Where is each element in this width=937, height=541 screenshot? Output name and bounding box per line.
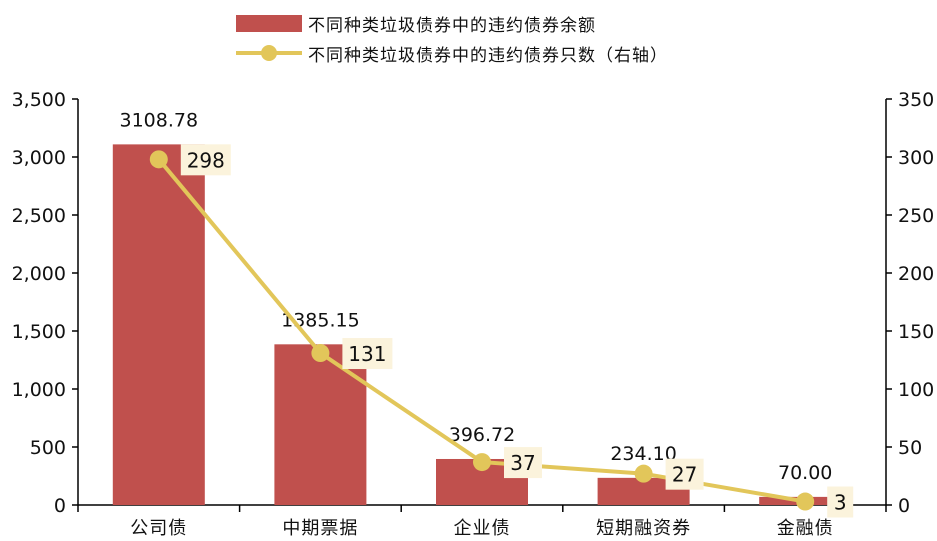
line-point <box>796 492 815 511</box>
y-right-tick-label: 100 <box>898 379 934 401</box>
y-right-tick-label: 50 <box>898 437 922 459</box>
y-left-tick-label: 1,500 <box>12 321 66 343</box>
bar-value-label: 1385.15 <box>281 309 360 331</box>
legend-item-line: 不同种类垃圾债券中的违约债券只数（右轴） <box>236 38 668 68</box>
y-right-tick-label: 300 <box>898 147 934 169</box>
y-right-tick-label: 200 <box>898 263 934 285</box>
legend-bar-swatch <box>236 14 302 32</box>
x-tick-label: 短期融资券 <box>596 518 691 539</box>
legend-bar-label: 不同种类垃圾债券中的违约债券余额 <box>308 15 596 36</box>
legend-line-swatch <box>236 43 302 63</box>
y-left-tick-label: 3,000 <box>12 147 66 169</box>
y-right-tick-label: 250 <box>898 205 934 227</box>
line-value-label: 131 <box>348 342 386 366</box>
bar <box>112 144 205 505</box>
y-left-tick-label: 2,500 <box>12 205 66 227</box>
y-left-tick-label: 500 <box>30 437 66 459</box>
line-value-label-box <box>180 144 231 176</box>
line-value-label: 3 <box>834 491 847 515</box>
x-tick-label: 公司债 <box>130 518 187 539</box>
bar-value-label: 396.72 <box>449 424 515 446</box>
line-value-label: 37 <box>510 451 535 475</box>
bar-value-label: 70.00 <box>778 462 832 484</box>
line-point <box>311 344 330 363</box>
line-point <box>149 150 168 169</box>
y-right-tick-label: 350 <box>898 89 934 111</box>
x-tick-label: 企业债 <box>454 518 511 539</box>
line-series <box>157 158 806 504</box>
line-value-label: 27 <box>672 463 697 487</box>
y-left-tick-label: 2,000 <box>12 263 66 285</box>
line-value-label-box <box>827 486 854 518</box>
x-tick-label: 金融债 <box>777 518 834 539</box>
y-left-tick-label: 0 <box>54 495 66 517</box>
y-right-tick-label: 150 <box>898 321 934 343</box>
line-value-label-box <box>665 458 704 490</box>
line-value-label-box <box>504 447 542 479</box>
y-right-tick-label: 0 <box>898 495 910 517</box>
legend-item-bar: 不同种类垃圾债券中的违约债券余额 <box>236 8 668 38</box>
legend-line-label: 不同种类垃圾债券中的违约债券只数（右轴） <box>308 45 668 66</box>
line-value-label: 298 <box>187 148 225 172</box>
line-point <box>634 464 653 483</box>
y-left-tick-label: 1,000 <box>12 379 66 401</box>
y-left-tick-label: 3,500 <box>12 89 66 111</box>
x-tick-label: 中期票据 <box>282 518 358 539</box>
bar <box>274 344 367 505</box>
bar-value-label: 3108.78 <box>120 109 199 131</box>
line-value-label-box <box>342 338 393 370</box>
chart-legend: 不同种类垃圾债券中的违约债券余额 不同种类垃圾债券中的违约债券只数（右轴） <box>236 8 668 68</box>
line-point <box>473 453 491 472</box>
bar-value-label: 234.10 <box>610 443 676 465</box>
